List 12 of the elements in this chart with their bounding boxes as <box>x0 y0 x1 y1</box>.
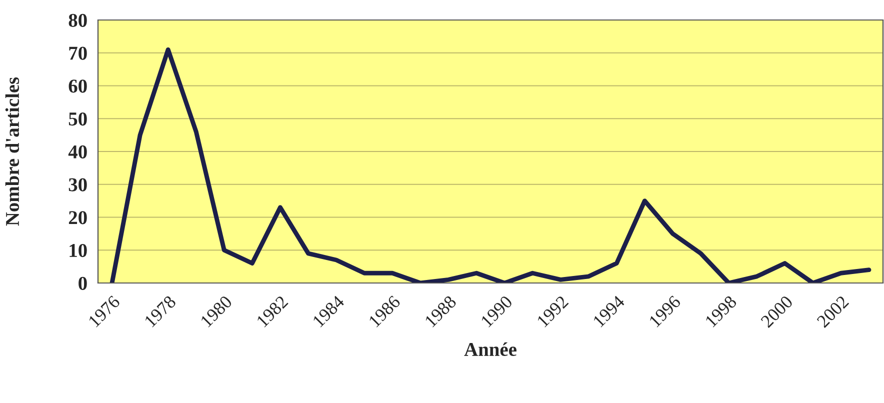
x-axis-title: Année <box>464 342 516 356</box>
y-tick-label: 40 <box>68 145 87 158</box>
y-tick-label: 80 <box>68 14 87 27</box>
y-tick-label: 20 <box>68 211 87 224</box>
y-tick-label: 70 <box>69 46 87 60</box>
line-series <box>110 47 872 283</box>
y-tick-label: 50 <box>68 112 87 126</box>
y-tick-label: 10 <box>70 244 87 258</box>
y-axis-title: Nombre d'articles <box>5 77 20 226</box>
y-tick-label: 60 <box>68 80 87 93</box>
y-tick-label: 0 <box>78 276 87 290</box>
y-tick-label: 30 <box>68 178 87 192</box>
